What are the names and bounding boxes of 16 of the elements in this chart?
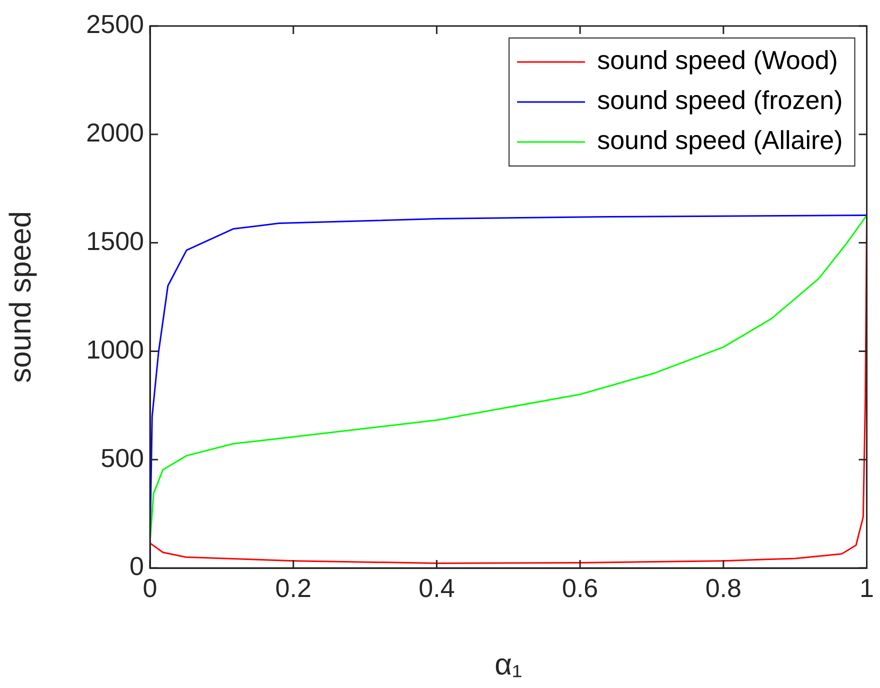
- legend-label: sound speed (Wood): [597, 45, 838, 76]
- legend-label: sound speed (frozen): [597, 85, 843, 116]
- x-tick-label: 0.2: [275, 572, 312, 603]
- x-tick-label: 0.8: [705, 572, 742, 603]
- y-tick-label: 0: [130, 551, 144, 582]
- x-tick-label: 0.4: [418, 572, 455, 603]
- x-tick-label: 0.6: [562, 572, 598, 603]
- y-tick-label: 500: [100, 442, 144, 473]
- x-axis-title: α₁: [494, 648, 522, 682]
- legend-label: sound speed (Allaire): [597, 125, 843, 156]
- y-tick-label: 2500: [86, 9, 144, 40]
- x-tick-label: 1: [860, 572, 874, 603]
- y-tick-label: 2000: [86, 118, 144, 148]
- y-tick-label: 1000: [86, 334, 144, 364]
- y-axis-title: sound speed: [4, 211, 38, 383]
- y-tick-label: 1500: [86, 226, 144, 256]
